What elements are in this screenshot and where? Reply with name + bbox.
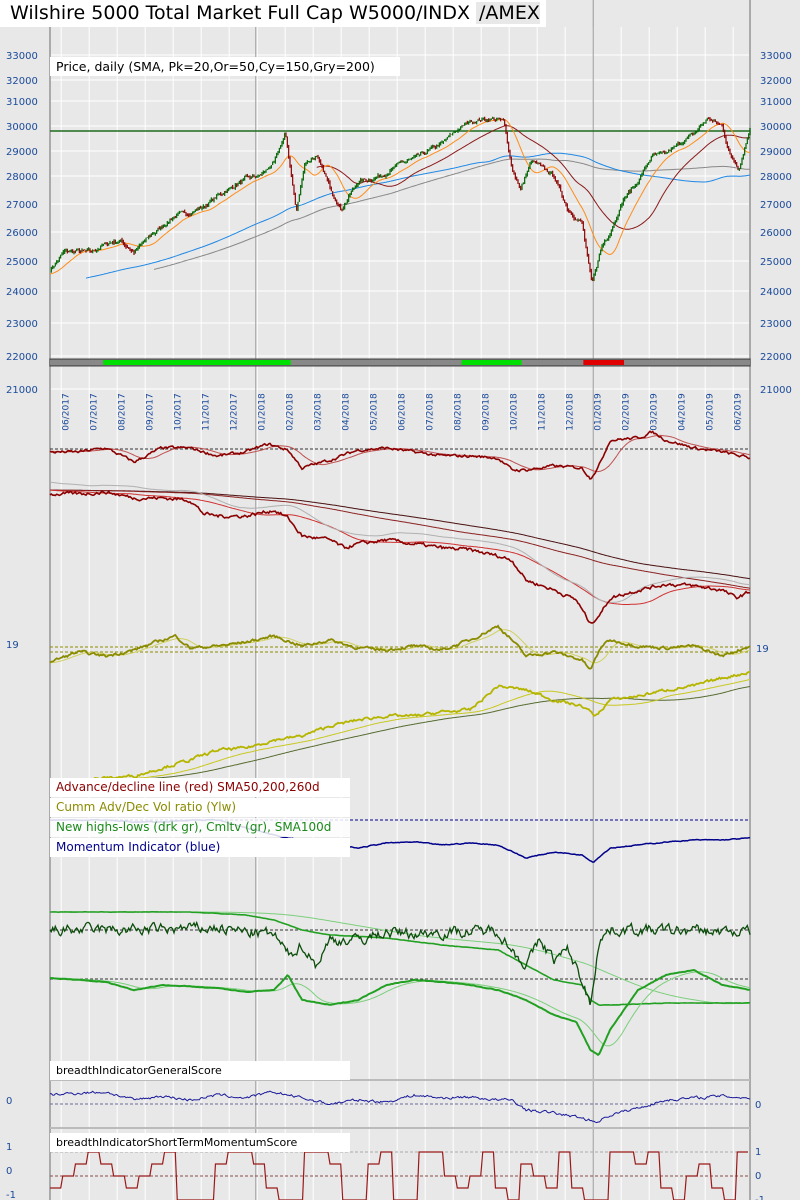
x-tick-label: 08/2018 [453, 393, 463, 431]
y-tick-label-left: 31000 [6, 97, 38, 108]
regime-segment-bull [103, 360, 291, 365]
score-tick-left: -1 [6, 1190, 16, 1200]
chart-title: Wilshire 5000 Total Market Full Cap W500… [0, 0, 546, 27]
regime-segment-neutral [50, 360, 104, 365]
x-tick-label: 12/2018 [565, 393, 575, 431]
y-tick-label-left: 32000 [6, 76, 38, 87]
x-tick-label: 09/2017 [145, 393, 155, 430]
vol-legend: Cumm Adv/Dec Vol ratio (Ylw) [50, 798, 350, 817]
y-tick-label-left: 23000 [6, 319, 38, 330]
y-tick-label-left: 21000 [6, 385, 38, 396]
score-tick-right: -1 [755, 1195, 765, 1200]
x-tick-label: 06/2018 [397, 393, 407, 431]
y-tick-label-right: 33000 [760, 51, 792, 62]
x-tick-label: 09/2018 [481, 393, 491, 431]
y-tick-label-right: 21000 [760, 385, 792, 396]
ad-sma260-line [50, 489, 751, 580]
general-zero-label-left: 0 [6, 1096, 12, 1107]
short-term-score-line [50, 1151, 748, 1200]
y-tick-label-right: 29000 [760, 147, 792, 158]
x-tick-label: 11/2018 [537, 393, 547, 431]
ad-line [49, 490, 751, 624]
title-text: Wilshire 5000 Total Market Full Cap W500… [10, 2, 470, 24]
score-tick-right: 0 [755, 1171, 761, 1182]
x-tick-label: 10/2018 [509, 393, 519, 431]
x-tick-label: 10/2017 [173, 393, 183, 430]
sma150-line [85, 152, 751, 279]
y-tick-label-right: 31000 [760, 97, 792, 108]
y-tick-label-right: 30000 [760, 122, 792, 133]
x-tick-label: 02/2019 [621, 393, 631, 431]
x-tick-label: 11/2017 [201, 393, 211, 430]
cum-vol-line [49, 671, 751, 783]
x-tick-label: 04/2018 [341, 393, 351, 431]
x-tick-label: 06/2017 [61, 393, 71, 430]
side-label-right: 19 [756, 644, 769, 655]
y-tick-label-left: 27000 [6, 200, 38, 211]
x-tick-label: 03/2018 [313, 393, 323, 431]
vol-osc-line [49, 624, 751, 670]
regime-segment-neutral [624, 360, 750, 365]
y-tick-label-right: 26000 [760, 228, 792, 239]
nhl-cumulative-line [50, 910, 750, 1007]
y-tick-label-right: 32000 [760, 76, 792, 87]
x-tick-label: 01/2019 [593, 393, 603, 431]
x-tick-label: 07/2018 [425, 393, 435, 431]
ad-osc-line [49, 430, 751, 480]
y-tick-label-left: 24000 [6, 287, 38, 298]
y-tick-label-left: 30000 [6, 122, 38, 133]
short-term-score-legend: breadthIndicatorShortTermMomentumScore [50, 1133, 350, 1152]
x-tick-label: 02/2018 [285, 393, 295, 431]
y-tick-label-left: 29000 [6, 147, 38, 158]
regime-segment-bear [583, 360, 624, 365]
regime-segment-bull [461, 360, 522, 365]
y-tick-label-left: 26000 [6, 228, 38, 239]
score-tick-left: 1 [6, 1142, 12, 1153]
y-tick-label-right: 24000 [760, 287, 792, 298]
sma50-line [316, 125, 751, 230]
general-zero-label-right: 0 [755, 1100, 761, 1111]
y-tick-label-right: 27000 [760, 200, 792, 211]
y-tick-label-left: 28000 [6, 172, 38, 183]
ad-sma200-line [50, 489, 751, 589]
general-score-line [49, 1090, 751, 1124]
nhl-legend: New highs-lows (drk gr), Cmltv (gr), SMA… [50, 818, 350, 837]
ad-osc-sma-line [50, 434, 751, 473]
new-highs-lows-line [49, 920, 751, 1006]
y-tick-label-left: 25000 [6, 257, 38, 268]
score-tick-left: 0 [6, 1166, 12, 1177]
y-tick-label-left: 22000 [6, 352, 38, 363]
y-tick-label-right: 25000 [760, 257, 792, 268]
x-tick-label: 07/2017 [89, 393, 99, 430]
momentum-legend: Momentum Indicator (blue) [50, 838, 350, 857]
cum-vol-sma50-line [50, 679, 751, 781]
cum-vol-sma-line [50, 686, 751, 781]
score-tick-right: 1 [755, 1147, 761, 1158]
y-tick-label-left: 33000 [6, 51, 38, 62]
nhl-osc-sma-line [50, 971, 751, 1047]
x-tick-label: 04/2019 [677, 393, 687, 431]
sma20-line [49, 118, 751, 275]
x-tick-label: 08/2017 [117, 393, 127, 430]
side-label-left: 19 [6, 640, 19, 651]
x-tick-label: 12/2017 [229, 393, 239, 430]
general-score-legend: breadthIndicatorGeneralScore [50, 1061, 350, 1080]
y-tick-label-right: 22000 [760, 352, 792, 363]
x-tick-label: 05/2019 [705, 393, 715, 431]
x-tick-label: 05/2018 [369, 393, 379, 431]
y-tick-label-right: 23000 [760, 319, 792, 330]
x-tick-label: 01/2018 [257, 393, 267, 431]
exchange-label: /AMEX [476, 2, 540, 24]
regime-segment-neutral [290, 360, 462, 365]
nhl-osc-line [49, 968, 751, 1057]
y-tick-label-right: 28000 [760, 172, 792, 183]
x-tick-label: 06/2019 [733, 393, 743, 431]
ad-legend: Advance/decline line (red) SMA50,200,260… [50, 778, 350, 797]
x-tick-label: 03/2019 [649, 393, 659, 431]
price-legend: Price, daily (SMA, Pk=20,Or=50,Cy=150,Gr… [50, 57, 400, 76]
sma200-line [153, 158, 751, 270]
regime-segment-neutral [521, 360, 584, 365]
